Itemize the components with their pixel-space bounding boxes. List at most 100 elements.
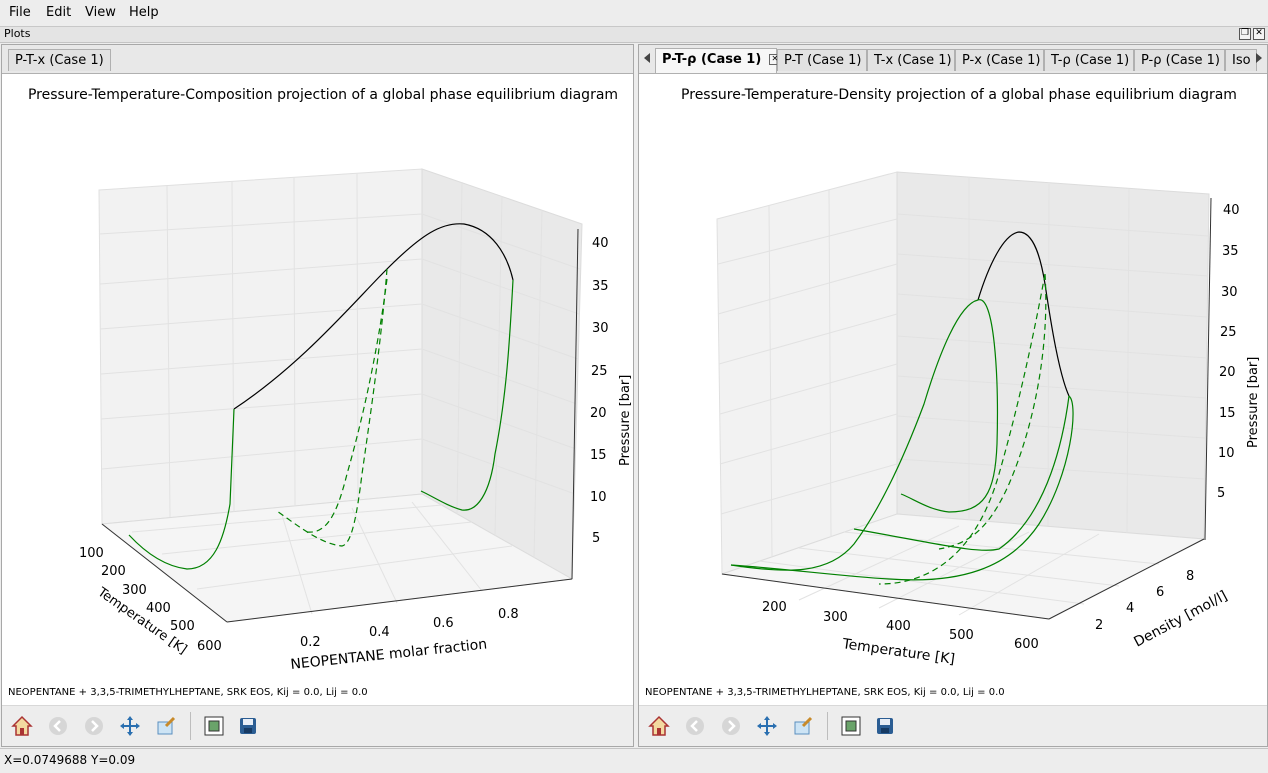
back-icon[interactable] xyxy=(683,714,707,738)
dock-title: Plots xyxy=(4,27,31,40)
ptx-vapor-pressure-heavy xyxy=(128,408,235,570)
ptrho-x-tick: 600 xyxy=(1014,637,1039,652)
tab-px[interactable]: P-x (Case 1) xyxy=(955,49,1044,71)
tab-tx[interactable]: T-x (Case 1) xyxy=(867,49,955,71)
ptrho-z-tick: 40 xyxy=(1223,203,1240,218)
ptx-y-tick: 300 xyxy=(122,583,147,598)
ptx-z-tick: 35 xyxy=(592,279,609,294)
ptx-y-tick: 500 xyxy=(170,619,195,634)
ptx-y-tick: 200 xyxy=(101,564,126,579)
ptrho-3d-plot[interactable]: Pressure-Temperature-Density projection … xyxy=(639,74,1267,686)
zoom-icon[interactable] xyxy=(154,714,178,738)
right-plot-toolbar xyxy=(639,705,1267,746)
ptx-back-pane xyxy=(98,168,423,525)
ptx-x-tick: 0.2 xyxy=(300,635,321,650)
menu-view[interactable]: View xyxy=(85,5,116,20)
left-caption: NEOPENTANE + 3,3,5-TRIMETHYLHEPTANE, SRK… xyxy=(8,687,368,698)
ptrho-x-label: Temperature [K] xyxy=(840,636,955,668)
ptx-z-tick: 10 xyxy=(590,490,607,505)
back-icon[interactable] xyxy=(46,714,70,738)
menu-edit[interactable]: Edit xyxy=(46,5,72,20)
ptx-y-tick: 400 xyxy=(146,601,171,616)
ptx-z-label: Pressure [bar] xyxy=(618,375,633,466)
ptx-x-tick: 0.6 xyxy=(433,616,454,631)
right-plot-pane: P-T-ρ (Case 1) ✕ P-T (Case 1) T-x (Case 1… xyxy=(638,44,1268,747)
left-plot-pane: P-T-x (Case 1) Pressure-Temperature-Comp… xyxy=(1,44,634,747)
tab-prho[interactable]: P-ρ (Case 1) xyxy=(1134,49,1225,71)
tab-iso[interactable]: Iso xyxy=(1225,49,1257,71)
tab-pt[interactable]: P-T (Case 1) xyxy=(777,49,867,71)
pan-icon[interactable] xyxy=(118,714,142,738)
ptrho-three-phase-line-2 xyxy=(938,273,1047,550)
save-icon[interactable] xyxy=(873,714,897,738)
ptrho-z-tick: 15 xyxy=(1219,406,1236,421)
ptrho-z-tick: 35 xyxy=(1222,244,1239,259)
ptrho-x-tick: 400 xyxy=(886,619,911,634)
menu-help[interactable]: Help xyxy=(129,5,159,20)
zoom-icon[interactable] xyxy=(791,714,815,738)
tab-ptx[interactable]: P-T-x (Case 1) xyxy=(8,49,111,71)
ptrho-z-tick: 20 xyxy=(1219,365,1236,380)
ptrho-y-tick: 4 xyxy=(1126,601,1134,616)
home-icon[interactable] xyxy=(647,714,671,738)
ptrho-back-pane xyxy=(716,171,898,575)
menu-file[interactable]: File xyxy=(9,5,31,20)
tab-scroll-right-icon[interactable] xyxy=(1256,53,1262,63)
right-caption: NEOPENTANE + 3,3,5-TRIMETHYLHEPTANE, SRK… xyxy=(645,687,1005,698)
ptx-z-tick: 30 xyxy=(592,321,609,336)
ptrho-side-pane xyxy=(896,171,1210,540)
right-tabbar: P-T-ρ (Case 1) ✕ P-T (Case 1) T-x (Case 1… xyxy=(639,45,1267,74)
dock-title-bar: Plots ❐ ✕ xyxy=(0,27,1268,43)
pan-icon[interactable] xyxy=(755,714,779,738)
subplots-icon[interactable] xyxy=(202,714,226,738)
ptx-z-axis: 40 35 30 25 20 15 10 5 Pressure [bar] xyxy=(571,228,633,580)
ptrho-y-label: Density [mol/l] xyxy=(1131,588,1230,651)
ptrho-vapor-pressure-light xyxy=(730,395,1074,581)
cursor-coordinates: X=0.0749688 Y=0.09 xyxy=(4,753,136,767)
ptrho-chart-title: Pressure-Temperature-Density projection … xyxy=(681,87,1237,103)
menu-bar: File Edit View Help xyxy=(0,0,1268,27)
ptx-y-tick: 600 xyxy=(197,639,222,654)
dock-float-icon[interactable]: ❐ xyxy=(1239,28,1251,40)
ptx-z-tick: 5 xyxy=(592,531,600,546)
ptrho-critical-line xyxy=(977,231,1070,397)
ptx-x-tick: 0.4 xyxy=(369,625,390,640)
ptx-z-tick: 20 xyxy=(590,406,607,421)
toolbar-separator xyxy=(827,712,828,740)
ptrho-liquid-branch-light xyxy=(853,395,1070,551)
ptx-vapor-pressure-light xyxy=(420,279,514,511)
toolbar-separator xyxy=(190,712,191,740)
ptx-gridlines xyxy=(98,173,581,615)
tab-trho[interactable]: T-ρ (Case 1) xyxy=(1044,49,1134,71)
ptrho-z-tick: 25 xyxy=(1220,325,1237,340)
tab-ptrho[interactable]: P-T-ρ (Case 1) ✕ xyxy=(655,48,781,73)
ptx-critical-line xyxy=(233,223,514,410)
left-plot-toolbar xyxy=(2,705,633,746)
ptrho-x-tick: 200 xyxy=(762,600,787,615)
ptrho-z-label: Pressure [bar] xyxy=(1246,357,1261,448)
ptx-x-tick: 0.8 xyxy=(498,607,519,622)
forward-icon[interactable] xyxy=(82,714,106,738)
ptrho-liquid-branch-heavy xyxy=(900,299,999,513)
ptrho-z-axis: 40 35 30 25 20 15 10 5 Pressure [bar] xyxy=(1204,197,1261,541)
left-tabbar: P-T-x (Case 1) xyxy=(2,45,633,74)
dock-close-icon[interactable]: ✕ xyxy=(1253,28,1265,40)
ptx-3d-plot[interactable]: Pressure-Temperature-Composition project… xyxy=(2,74,633,686)
ptx-chart-title: Pressure-Temperature-Composition project… xyxy=(28,87,618,103)
ptrho-z-tick: 5 xyxy=(1217,486,1225,501)
ptrho-y-tick: 2 xyxy=(1095,618,1103,633)
home-icon[interactable] xyxy=(10,714,34,738)
subplots-icon[interactable] xyxy=(839,714,863,738)
ptrho-y-tick: 6 xyxy=(1156,585,1164,600)
save-icon[interactable] xyxy=(236,714,260,738)
forward-icon[interactable] xyxy=(719,714,743,738)
ptx-z-tick: 40 xyxy=(592,236,609,251)
ptrho-z-tick: 10 xyxy=(1218,446,1235,461)
tab-scroll-left-icon[interactable] xyxy=(644,53,650,63)
ptx-three-phase-line xyxy=(276,268,388,547)
ptrho-x-tick: 500 xyxy=(949,628,974,643)
status-bar: X=0.0749688 Y=0.09 xyxy=(0,748,1268,773)
ptrho-three-phase-line xyxy=(878,273,1046,585)
ptx-z-tick: 25 xyxy=(591,364,608,379)
ptx-y-tick: 100 xyxy=(79,546,104,561)
